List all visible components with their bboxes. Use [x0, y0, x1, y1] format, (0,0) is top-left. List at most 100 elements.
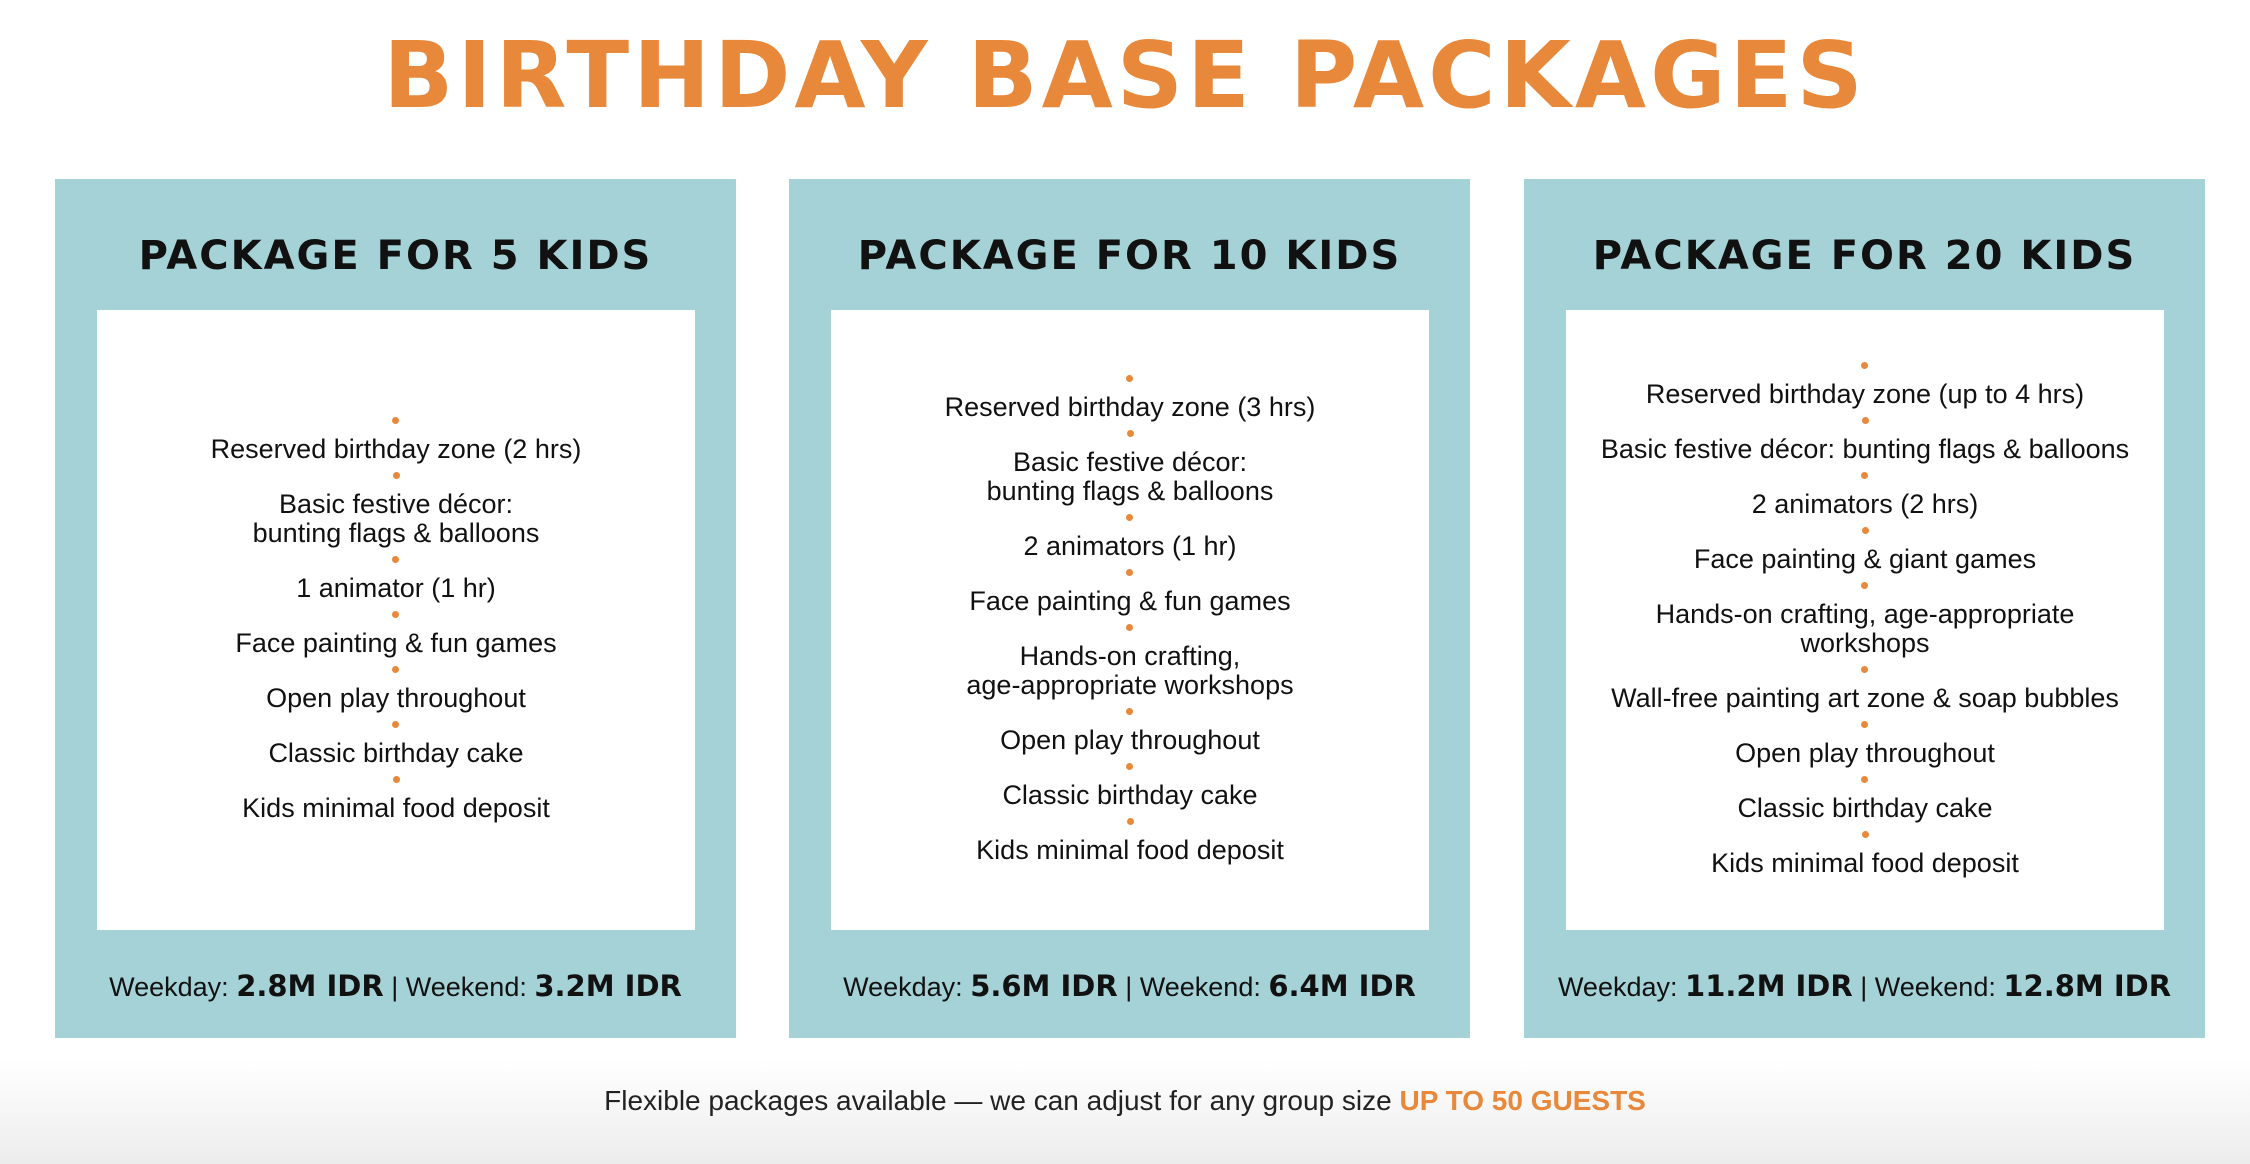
- feature-text: Open play throughout: [266, 683, 526, 713]
- feature-text: Wall-free painting art zone & soap bubbl…: [1611, 683, 2119, 713]
- bullet-dot-icon: [1861, 721, 1869, 728]
- feature-text: Classic birthday cake: [1737, 793, 1993, 823]
- feature-item: 2 animators (1 hr): [1023, 506, 1237, 561]
- feature-text: Hands-on crafting, age-appropriate works…: [1655, 599, 2075, 658]
- weekend-price: 6.4M IDR: [1268, 969, 1416, 1003]
- weekend-price: 3.2M IDR: [534, 969, 682, 1003]
- weekday-price: 2.8M IDR: [236, 969, 384, 1003]
- feature-item: Classic birthday cake: [1002, 755, 1258, 810]
- price-separator: |: [1125, 972, 1133, 1002]
- feature-text: Basic festive décor: bunting flags & bal…: [1600, 434, 2130, 464]
- package-features: Reserved birthday zone (up to 4 hrs) Bas…: [1566, 310, 2164, 930]
- weekday-label: Weekday:: [1557, 972, 1678, 1002]
- footer-highlight: UP TO 50 GUESTS: [1399, 1085, 1646, 1116]
- bullet-dot-icon: [1126, 763, 1134, 770]
- weekday-label: Weekday:: [843, 972, 963, 1002]
- feature-item: Face painting & fun games: [235, 603, 557, 658]
- page-title: BIRTHDAY BASE PACKAGES: [383, 22, 1867, 129]
- feature-item: 2 animators (2 hrs): [1751, 464, 1979, 519]
- bullet-dot-icon: [1126, 818, 1134, 825]
- feature-item: Basic festive décor: bunting flags & bal…: [986, 422, 1274, 506]
- bullet-dot-icon: [1126, 708, 1134, 715]
- bullet-dot-icon: [392, 776, 400, 783]
- bullet-dot-icon: [1861, 417, 1869, 424]
- price-separator: |: [391, 972, 399, 1002]
- feature-text: Basic festive décor: bunting flags & bal…: [252, 489, 540, 548]
- bullet-dot-icon: [1861, 362, 1869, 369]
- feature-item: Kids minimal food deposit: [976, 810, 1284, 865]
- weekend-label: Weekend:: [1874, 972, 1996, 1002]
- feature-text: Reserved birthday zone (up to 4 hrs): [1645, 379, 2085, 409]
- bullet-dot-icon: [1126, 514, 1134, 521]
- feature-text: Open play throughout: [1735, 738, 1995, 768]
- package-card: PACKAGE FOR 5 KIDS Reserved birthday zon…: [55, 179, 736, 1038]
- feature-item: Face painting & fun games: [969, 561, 1291, 616]
- feature-item: 1 animator (1 hr): [296, 548, 496, 603]
- feature-text: 2 animators (2 hrs): [1751, 489, 1979, 519]
- bullet-dot-icon: [1126, 624, 1134, 631]
- bullet-dot-icon: [1126, 569, 1134, 576]
- weekday-label: Weekday:: [109, 972, 229, 1002]
- feature-item: Face painting & giant games: [1694, 519, 2036, 574]
- package-price: Weekday: 11.2M IDR | Weekend: 12.8M IDR: [1524, 969, 2205, 1003]
- feature-item: Reserved birthday zone (up to 4 hrs): [1646, 362, 2084, 409]
- feature-text: Reserved birthday zone (3 hrs): [944, 392, 1316, 422]
- feature-text: Face painting & giant games: [1693, 544, 2037, 574]
- feature-text: 2 animators (1 hr): [1023, 531, 1237, 561]
- feature-text: Open play throughout: [1000, 725, 1260, 755]
- feature-text: Hands-on crafting, age-appropriate works…: [966, 641, 1294, 700]
- weekday-price: 5.6M IDR: [970, 969, 1118, 1003]
- weekend-label: Weekend:: [405, 972, 527, 1002]
- bullet-dot-icon: [1861, 831, 1869, 838]
- bullet-dot-icon: [392, 556, 400, 563]
- weekend-label: Weekend:: [1139, 972, 1261, 1002]
- feature-text: Reserved birthday zone (2 hrs): [210, 434, 582, 464]
- bullet-dot-icon: [392, 472, 400, 479]
- bullet-dot-icon: [392, 666, 400, 673]
- bullet-dot-icon: [1861, 527, 1869, 534]
- package-title: PACKAGE FOR 10 KIDS: [857, 233, 1402, 279]
- feature-text: Classic birthday cake: [268, 738, 524, 768]
- bullet-dot-icon: [392, 721, 400, 728]
- weekday-price: 11.2M IDR: [1685, 969, 1853, 1003]
- feature-text: Face painting & fun games: [235, 628, 557, 658]
- package-price: Weekday: 2.8M IDR | Weekend: 3.2M IDR: [55, 969, 736, 1003]
- package-card: PACKAGE FOR 20 KIDS Reserved birthday zo…: [1524, 179, 2205, 1038]
- feature-item: Wall-free painting art zone & soap bubbl…: [1611, 658, 2119, 713]
- price-separator: |: [1860, 972, 1868, 1002]
- feature-item: Open play throughout: [266, 658, 526, 713]
- feature-item: Kids minimal food deposit: [1711, 823, 2019, 878]
- bullet-dot-icon: [1861, 666, 1869, 673]
- feature-text: Face painting & fun games: [969, 586, 1291, 616]
- feature-item: Classic birthday cake: [1737, 768, 1993, 823]
- package-card: PACKAGE FOR 10 KIDS Reserved birthday zo…: [789, 179, 1470, 1038]
- footer-text: Flexible packages available — we can adj…: [604, 1085, 1392, 1116]
- package-features: Reserved birthday zone (2 hrs) Basic fes…: [97, 310, 695, 930]
- feature-item: Hands-on crafting, age-appropriate works…: [1655, 574, 2075, 658]
- feature-text: 1 animator (1 hr): [296, 573, 496, 603]
- feature-text: Basic festive décor: bunting flags & bal…: [986, 447, 1274, 506]
- feature-text: Kids minimal food deposit: [976, 835, 1284, 865]
- package-title: PACKAGE FOR 5 KIDS: [138, 233, 653, 279]
- bullet-dot-icon: [1861, 472, 1869, 479]
- feature-item: Classic birthday cake: [268, 713, 524, 768]
- footer-note: Flexible packages available — we can adj…: [0, 1085, 2250, 1117]
- package-price: Weekday: 5.6M IDR | Weekend: 6.4M IDR: [789, 969, 1470, 1003]
- feature-item: Basic festive décor: bunting flags & bal…: [1601, 409, 2129, 464]
- package-title: PACKAGE FOR 20 KIDS: [1592, 233, 2137, 279]
- feature-item: Reserved birthday zone (2 hrs): [210, 417, 582, 464]
- bullet-dot-icon: [392, 611, 400, 618]
- bullet-dot-icon: [1861, 776, 1869, 783]
- feature-text: Kids minimal food deposit: [1711, 848, 2019, 878]
- bullet-dot-icon: [1861, 582, 1869, 589]
- feature-item: Hands-on crafting, age-appropriate works…: [966, 616, 1294, 700]
- feature-item: Open play throughout: [1000, 700, 1260, 755]
- bullet-dot-icon: [392, 417, 400, 424]
- feature-text: Kids minimal food deposit: [242, 793, 550, 823]
- feature-item: Open play throughout: [1735, 713, 1995, 768]
- bullet-dot-icon: [1126, 430, 1134, 437]
- bullet-dot-icon: [1126, 375, 1134, 382]
- package-features: Reserved birthday zone (3 hrs) Basic fes…: [831, 310, 1429, 930]
- feature-item: Kids minimal food deposit: [242, 768, 550, 823]
- weekend-price: 12.8M IDR: [2003, 969, 2172, 1003]
